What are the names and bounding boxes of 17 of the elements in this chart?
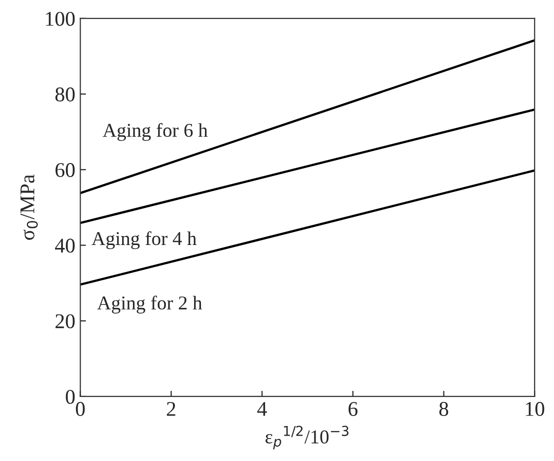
x-tick-label: 2 — [166, 402, 176, 416]
x-tick-label: 6 — [348, 402, 358, 416]
y-tick-label: 80 — [55, 87, 75, 102]
y-tick-label: 60 — [56, 163, 75, 178]
x-tick-label: 4 — [257, 402, 267, 416]
y-axis-title: σ$_{0}$/MPa — [20, 174, 38, 240]
y-tick-label: 40 — [55, 238, 75, 253]
series-label: Aging for 2 h — [97, 296, 202, 314]
y-tick-label: 100 — [46, 12, 75, 26]
series-label: Aging for 4 h — [92, 231, 196, 250]
x-tick-label: 0 — [76, 402, 85, 416]
x-axis-title: ε$_{p}$$^{1/2}$/10$^{−3}$ — [266, 426, 348, 450]
y-tick-label: 20 — [56, 314, 75, 328]
x-tick-label: 8 — [439, 402, 448, 416]
y-tick-label: 0 — [66, 390, 75, 404]
series-label: Aging for 6 h — [102, 123, 208, 141]
x-tick-label: 10 — [526, 402, 544, 416]
